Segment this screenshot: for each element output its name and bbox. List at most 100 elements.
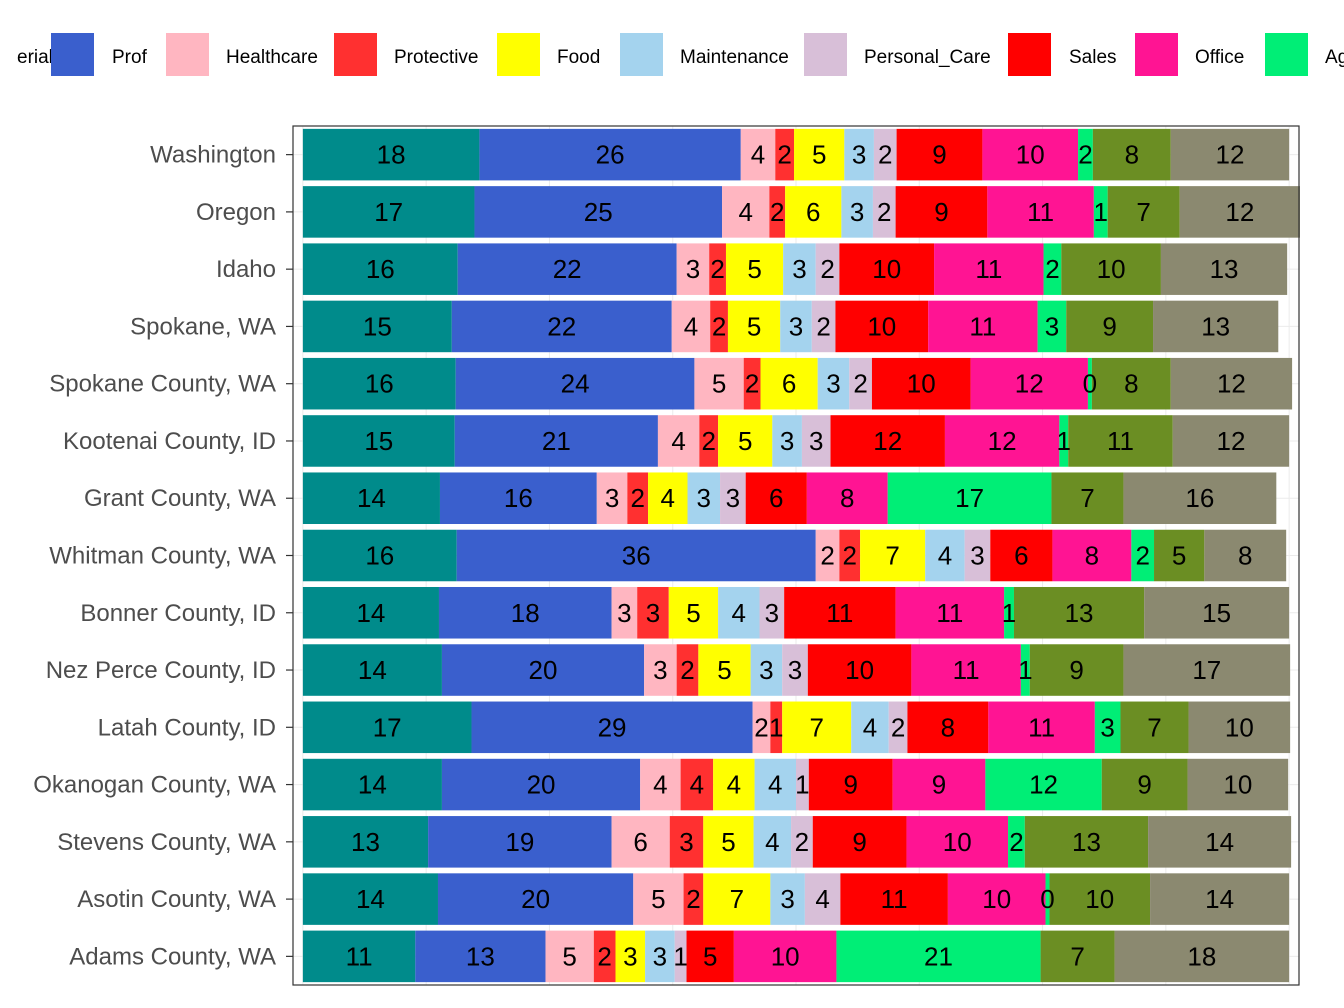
bar-value-label: 2 bbox=[1135, 541, 1149, 571]
y-axis-label: Idaho bbox=[216, 256, 276, 283]
bar-segment-food bbox=[668, 586, 719, 639]
bar-value-label: 13 bbox=[466, 941, 495, 971]
bar-segment-sales bbox=[990, 529, 1053, 582]
bar-value-label: 16 bbox=[1185, 483, 1214, 513]
bar-value-label: 1 bbox=[1094, 197, 1108, 227]
bar-segment-sales bbox=[808, 758, 893, 811]
bar-segment-series-12 bbox=[1188, 701, 1291, 754]
bar-value-label: 9 bbox=[1069, 655, 1083, 685]
bar-value-label: 21 bbox=[542, 426, 571, 456]
bar-segment-protective bbox=[839, 529, 861, 582]
bar-segment-protective bbox=[710, 300, 728, 353]
bar-segment-erial bbox=[302, 816, 429, 868]
bar-value-label: 5 bbox=[738, 426, 752, 456]
bar-segment-maintenance bbox=[783, 243, 816, 295]
bar-value-label: 9 bbox=[932, 770, 946, 800]
bar-segment-ag bbox=[1059, 415, 1069, 467]
bar-segment-erial bbox=[302, 186, 475, 238]
bar-value-label: 1 bbox=[1002, 598, 1016, 628]
bar-segment-healthcare bbox=[640, 758, 681, 811]
bar-value-label: 10 bbox=[1225, 712, 1254, 742]
bar-segment-food bbox=[615, 930, 646, 983]
bar-segment-protective bbox=[680, 758, 714, 811]
bar-segment-series-11 bbox=[1061, 243, 1161, 295]
bar-segment-ag bbox=[887, 472, 1052, 525]
bar-segment-series-11 bbox=[1049, 873, 1151, 925]
bar-segment-healthcare bbox=[752, 701, 771, 754]
bar-segment-food bbox=[785, 186, 842, 238]
bar-value-label: 9 bbox=[932, 140, 946, 170]
bar-value-label: 3 bbox=[1100, 712, 1114, 742]
bar-value-label: 3 bbox=[623, 941, 637, 971]
bar-value-label: 24 bbox=[561, 369, 590, 399]
bar-segment-healthcare bbox=[676, 243, 710, 295]
bar-value-label: 18 bbox=[511, 598, 540, 628]
bar-value-label: 2 bbox=[878, 140, 892, 170]
bar-segment-erial bbox=[302, 472, 440, 525]
bar-segment-office bbox=[1052, 529, 1132, 582]
bar-value-label: 3 bbox=[653, 655, 667, 685]
legend-key-ag bbox=[1265, 33, 1308, 76]
bar-segment-protective bbox=[676, 644, 699, 696]
bar-segment-series-11 bbox=[1051, 472, 1124, 525]
bar-value-label: 5 bbox=[712, 369, 726, 399]
legend-label-maintenance: Maintenance bbox=[680, 47, 789, 68]
bar-segment-erial bbox=[302, 644, 442, 696]
bar-value-label: 13 bbox=[351, 827, 380, 857]
y-axis-label: Stevens County, WA bbox=[57, 829, 276, 856]
bar-segment-ag bbox=[1078, 128, 1093, 181]
bar-segment-office bbox=[906, 816, 1009, 868]
bar-value-label: 15 bbox=[363, 311, 392, 341]
bar-segment-erial bbox=[302, 758, 442, 811]
bar-value-label: 3 bbox=[726, 483, 740, 513]
bar-segment-prof bbox=[451, 300, 672, 353]
bar-value-label: 7 bbox=[885, 541, 899, 571]
bar-segment-office bbox=[806, 472, 888, 525]
bar-value-label: 11 bbox=[975, 254, 1002, 284]
y-axis-label: Latah County, ID bbox=[98, 714, 276, 741]
bar-value-label: 14 bbox=[356, 598, 385, 628]
bar-segment-series-12 bbox=[1123, 472, 1277, 525]
bar-segment-ag bbox=[1045, 873, 1050, 925]
bar-value-label: 7 bbox=[1080, 483, 1094, 513]
legend-label-protective: Protective bbox=[394, 47, 478, 68]
bar-segment-healthcare bbox=[722, 186, 770, 238]
bar-value-label: 8 bbox=[941, 712, 955, 742]
bar-value-label: 5 bbox=[686, 598, 700, 628]
bar-value-label: 2 bbox=[1045, 254, 1059, 284]
bar-value-label: 4 bbox=[938, 541, 952, 571]
y-axis-label: Washington bbox=[150, 142, 276, 169]
bar-segment-series-11 bbox=[1092, 128, 1171, 181]
bar-value-label: 10 bbox=[1223, 770, 1252, 800]
bar-segment-prof bbox=[438, 586, 612, 639]
bar-value-label: 4 bbox=[661, 483, 675, 513]
bar-value-label: 2 bbox=[745, 369, 759, 399]
bar-value-label: 12 bbox=[1217, 369, 1246, 399]
bar-segment-food bbox=[718, 415, 773, 467]
bar-segment-ag bbox=[1094, 701, 1121, 754]
bar-segment-series-12 bbox=[1204, 529, 1287, 582]
bar-segment-healthcare bbox=[644, 644, 677, 696]
bar-value-label: 4 bbox=[727, 770, 741, 800]
legend-key-protective bbox=[334, 33, 377, 76]
bar-value-label: 10 bbox=[845, 655, 874, 685]
bar-segment-prof bbox=[454, 415, 658, 467]
bar-segment-office bbox=[970, 357, 1088, 410]
bar-segment-maintenance bbox=[687, 472, 721, 525]
bar-segment-healthcare bbox=[611, 816, 670, 868]
bar-segment-protective bbox=[683, 873, 704, 925]
bar-value-label: 14 bbox=[356, 884, 385, 914]
bar-segment-maintenance bbox=[851, 701, 889, 754]
bar-segment-maintenance bbox=[841, 186, 873, 238]
bar-segment-office bbox=[944, 415, 1060, 467]
bar-segment-protective bbox=[770, 701, 783, 754]
bar-segment-prof bbox=[471, 701, 753, 754]
bar-segment-protective bbox=[775, 128, 795, 181]
bar-value-label: 12 bbox=[873, 426, 902, 456]
y-axis-label: Okanogan County, WA bbox=[33, 772, 276, 799]
bar-segment-food bbox=[760, 357, 818, 410]
bar-value-label: 7 bbox=[1147, 712, 1161, 742]
bar-segment-personal-care bbox=[759, 586, 785, 639]
bar-value-label: 11 bbox=[1107, 426, 1134, 456]
bar-value-label: 8 bbox=[1124, 369, 1138, 399]
